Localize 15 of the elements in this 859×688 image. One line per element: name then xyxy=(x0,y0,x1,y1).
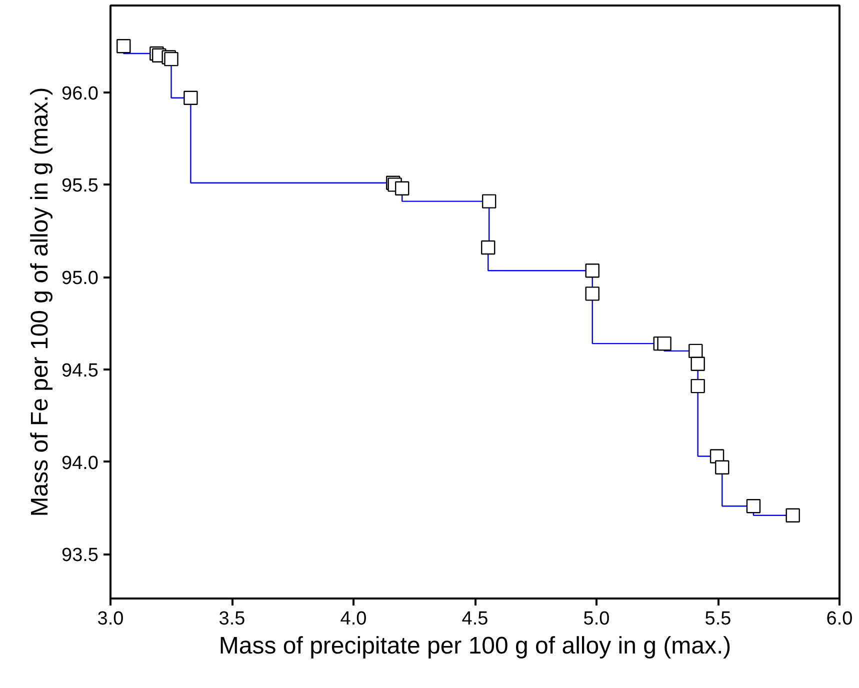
y-tick-label: 94.5 xyxy=(62,360,99,382)
x-tick-label: 4.0 xyxy=(340,608,367,630)
x-tick-label: 3.5 xyxy=(218,608,246,630)
x-tick-label: 3.0 xyxy=(97,608,124,630)
y-tick-label: 95.5 xyxy=(62,176,99,197)
y-axis-title: Mass of Fe per 100 g of alloy in g (max.) xyxy=(26,87,54,517)
x-axis-title: Mass of precipitate per 100 g of alloy in g (max.) xyxy=(218,632,732,660)
x-tick-label: 5.0 xyxy=(583,608,610,630)
y-tick-label: 96.0 xyxy=(62,83,99,104)
y-tick-label: 94.0 xyxy=(62,452,99,474)
x-tick-label: 6.0 xyxy=(826,608,853,630)
y-tick-label: 93.5 xyxy=(62,545,99,566)
x-tick-label: 5.5 xyxy=(704,608,732,630)
x-tick-label: 4.5 xyxy=(462,608,488,630)
y-tick-label: 95.0 xyxy=(62,268,99,290)
